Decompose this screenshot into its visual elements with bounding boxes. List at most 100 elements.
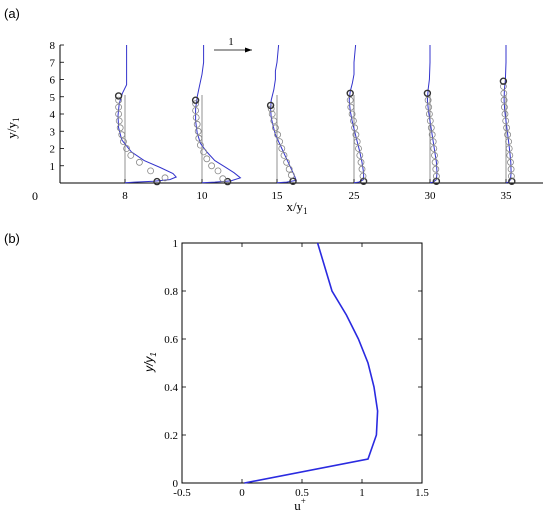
station-30: 30 (423, 45, 441, 202)
station-measurement-point (356, 151, 364, 159)
station-measurement-point (270, 117, 278, 125)
station-measurement-point (432, 172, 440, 180)
flow-arrow-head (245, 47, 252, 53)
station-measurement-point (431, 151, 438, 159)
station-measurement-point (127, 151, 135, 159)
station-measurement-point (502, 117, 510, 125)
station-measurement-point (507, 172, 515, 180)
station-measurement-point (355, 145, 362, 152)
station-measurement-point (192, 107, 200, 114)
panel-a-ytick-label: 5 (50, 92, 56, 104)
panel-b-xtick-label: 1 (359, 487, 365, 499)
station-measurement-point (432, 165, 440, 173)
station-measurement-point (115, 103, 122, 111)
station-measurement-point (123, 145, 130, 152)
panel-b-ytick-label: 0.2 (164, 430, 178, 442)
station-measurement-point (359, 177, 368, 186)
panel-b-label: (b) (4, 231, 20, 246)
velocity-profile-line (244, 242, 379, 484)
station-measurement-point (194, 127, 202, 135)
station-measurement-point (507, 158, 514, 166)
panel-b-ytick-label: 0.8 (164, 286, 178, 298)
station-label: 30 (425, 190, 437, 202)
station-measurement-point (347, 103, 355, 111)
station-measurement-point (283, 158, 291, 166)
station-measurement-point (192, 100, 200, 108)
station-measurement-point (359, 172, 367, 180)
station-label: 25 (349, 190, 361, 202)
panel-a-ytick-label: 3 (50, 126, 56, 138)
station-8: 8 (114, 45, 178, 202)
station-measurement-point (192, 114, 200, 121)
panel-b-ytick-label: 0 (173, 478, 179, 490)
panel-a-label: (a) (4, 6, 20, 21)
station-measurement-point (161, 174, 169, 182)
station-measurement-point (500, 96, 508, 104)
station-measurement-point (358, 165, 366, 173)
panel-b-xtick-label: 0.5 (295, 487, 309, 499)
panel-b-ytick-label: 0.4 (164, 382, 178, 394)
panel-a-ytick-label: 8 (50, 40, 56, 52)
station-measurement-point (505, 138, 513, 146)
station-model-curve (503, 45, 512, 184)
panel-b-xtick-label: 1.5 (415, 487, 429, 499)
station-measurement-point (503, 124, 511, 132)
station-measurement-point (287, 171, 295, 179)
flow-arrow-label: 1 (228, 36, 234, 48)
station-measurement-point (500, 89, 508, 97)
station-measurement-point (289, 177, 297, 186)
station-measurement-point (349, 117, 357, 125)
station-measurement-point (208, 162, 216, 170)
station-measurement-point (268, 110, 276, 118)
station-measurement-point (427, 124, 435, 132)
station-measurement-point (200, 148, 208, 156)
station-measurement-point (271, 124, 279, 132)
panel-b-ytick-label: 1 (173, 238, 179, 250)
panel-a-xlabel: x/y1 (286, 199, 307, 216)
panel-a-stations: 8 10 15 25 30 35 (114, 44, 516, 202)
station-measurement-point (285, 165, 293, 173)
panel-a-ylabel: y/y1 (4, 117, 21, 138)
station-measurement-point (346, 96, 354, 104)
station-measurement-point (346, 89, 354, 98)
station-measurement-point (120, 138, 127, 146)
station-measurement-point (191, 96, 200, 104)
station-label: 15 (272, 190, 284, 202)
station-measurement-point (424, 96, 432, 104)
station-measurement-point (429, 138, 437, 146)
station-measurement-point (280, 151, 288, 159)
station-measurement-point (500, 103, 508, 111)
station-model-curve (117, 45, 178, 184)
station-measurement-point (431, 158, 439, 166)
station-measurement-point (147, 167, 155, 175)
station-35: 35 (499, 45, 516, 202)
panel-a-origin-label: 0 (32, 189, 38, 203)
station-measurement-point (276, 138, 284, 146)
station-measurement-point (115, 110, 122, 118)
panel-b-frame (181, 242, 423, 484)
station-measurement-point (278, 145, 286, 152)
panel-a-ytick-label: 1 (50, 161, 56, 173)
panel-b-xtick-label: -0.5 (173, 487, 191, 499)
station-10: 10 (191, 45, 242, 202)
station-measurement-point (501, 110, 509, 118)
panel-a-ytick-label: 2 (50, 144, 56, 156)
station-measurement-point (118, 131, 126, 139)
station-measurement-point (432, 177, 441, 186)
station-measurement-point (135, 158, 143, 166)
panel-b-xtick-label: 0 (239, 487, 245, 499)
station-measurement-point (505, 145, 513, 152)
panel-b: (b) -0.5 0 0.5 1 1.500.20.40.60.81 u+ y/y1 (4, 231, 429, 513)
panel-a-axes: 1 2 3 4 5 6 7 8 (50, 40, 543, 184)
station-measurement-point (153, 177, 161, 186)
station-measurement-point (274, 131, 282, 139)
station-measurement-point (506, 151, 514, 159)
station-measurement-point (348, 110, 356, 118)
panel-a-ytick-label: 7 (50, 57, 56, 69)
station-measurement-point (507, 165, 515, 173)
station-measurement-point (223, 177, 232, 186)
panel-a-ytick-label: 4 (50, 109, 56, 121)
panel-b-ylabel: y/y1 (142, 352, 158, 373)
station-measurement-point (114, 92, 123, 100)
station-measurement-point (426, 117, 434, 125)
